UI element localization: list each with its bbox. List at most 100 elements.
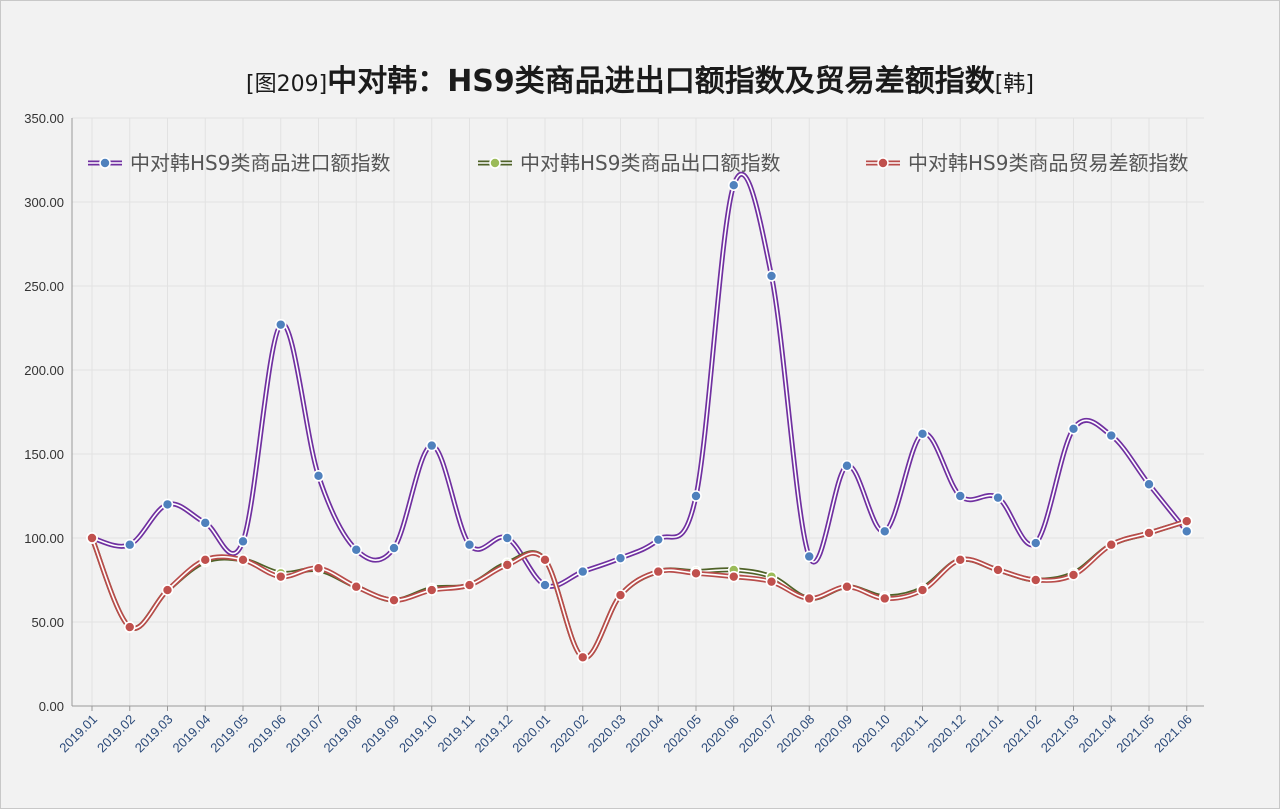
y-tick-label: 100.00 (24, 531, 64, 546)
x-tick-label: 2019.07 (283, 712, 327, 756)
x-tick-label: 2021.06 (1151, 712, 1195, 756)
data-point-import-index (992, 491, 1004, 504)
legend: 中对韩HS9类商品进口额指数 中对韩HS9类商品出口额指数 中对韩HS9类商品贸易差… (88, 151, 1188, 175)
x-tick-label: 2020.02 (547, 712, 591, 756)
x-tick-label: 2019.03 (132, 712, 176, 756)
x-tick-label: 2019.10 (396, 712, 440, 756)
data-point-import-index (765, 270, 778, 282)
x-tick-label: 2019.11 (434, 712, 477, 755)
series-line-highlight-balance-index (91, 520, 1188, 659)
x-tick-label: 2019.09 (358, 712, 402, 756)
y-tick-label: 200.00 (24, 363, 64, 378)
data-point-balance-index (1143, 527, 1155, 539)
data-point-balance-index (199, 554, 212, 566)
data-point-balance-index (841, 580, 853, 593)
data-point-import-index (463, 538, 476, 551)
data-point-balance-index (86, 532, 98, 544)
legend-label-balance-index: 中对韩HS9类商品贸易差额指数 (908, 151, 1188, 175)
data-point-balance-index (992, 564, 1004, 576)
title-main: 中对韩：HS9类商品进出口额指数及贸易差额指数 (327, 64, 995, 99)
data-point-import-index (1105, 429, 1118, 442)
series-lines (89, 171, 1190, 660)
data-point-import-index (388, 542, 400, 554)
data-point-balance-index (652, 565, 665, 578)
data-point-import-index (690, 490, 702, 502)
data-point-import-index (312, 470, 325, 482)
data-point-import-index (954, 490, 967, 502)
data-point-import-index (237, 535, 249, 548)
x-tick-label: 2019.05 (207, 712, 251, 756)
series-line-balance-index (89, 518, 1190, 660)
data-point-balance-index (425, 584, 438, 596)
grid-lines (72, 117, 1204, 706)
data-point-import-index (1067, 422, 1080, 435)
x-tick-label: 2021.01 (962, 712, 1006, 756)
y-tick-label: 0.00 (39, 699, 64, 714)
data-point-balance-index (765, 575, 778, 588)
series-line-highlight-export-index (91, 520, 1188, 659)
data-point-balance-index (237, 554, 249, 566)
data-point-balance-index (1029, 574, 1042, 586)
data-point-import-index (274, 318, 287, 331)
legend-marker-balance-index (877, 157, 889, 169)
data-point-import-index (1143, 478, 1155, 491)
x-tick-label: 2019.01 (56, 712, 100, 756)
series-line-import-index (89, 171, 1190, 589)
data-point-balance-index (123, 621, 136, 633)
data-point-import-index (1029, 537, 1042, 549)
x-tick-label: 2020.09 (811, 712, 855, 756)
x-tick-label: 2019.06 (245, 712, 289, 756)
data-point-balance-index (727, 570, 740, 583)
x-tick-label: 2020.12 (925, 712, 969, 756)
data-point-balance-index (388, 594, 400, 606)
data-point-import-index (841, 459, 853, 472)
y-tick-label: 350.00 (24, 111, 64, 126)
data-point-balance-index (878, 592, 891, 605)
data-point-import-index (425, 439, 438, 452)
legend-marker-import-index (99, 157, 111, 169)
x-tick-label: 2019.08 (321, 712, 365, 756)
data-point-import-index (350, 543, 363, 556)
data-point-balance-index (803, 592, 816, 605)
x-tick-label: 2019.12 (472, 712, 516, 756)
data-point-balance-index (274, 570, 287, 583)
chart-title: [图209]中对韩：HS9类商品进出口额指数及贸易差额指数[韩] (0, 56, 1280, 100)
data-point-import-index (652, 533, 665, 546)
x-tick-label: 2021.03 (1038, 712, 1082, 756)
data-point-balance-index (916, 584, 929, 596)
data-point-balance-index (1067, 569, 1080, 581)
data-point-balance-index (614, 589, 627, 601)
x-tick-label: 2020.10 (849, 712, 893, 756)
title-suffix: [韩] (994, 72, 1034, 97)
series-line-highlight-import-index (91, 173, 1188, 588)
data-point-balance-index (954, 554, 967, 566)
data-point-balance-index (350, 580, 363, 593)
x-tick-label: 2020.08 (774, 712, 818, 756)
data-point-balance-index (690, 567, 702, 580)
data-point-import-index (199, 517, 212, 529)
x-tick-label: 2021.02 (1000, 712, 1044, 756)
x-tick-label: 2019.04 (170, 712, 214, 756)
x-tick-label: 2020.01 (509, 712, 553, 756)
data-point-import-index (727, 179, 740, 191)
title-prefix: [图209] (246, 72, 328, 97)
data-point-import-index (1180, 525, 1193, 538)
legend-label-export-index: 中对韩HS9类商品出口额指数 (520, 151, 780, 175)
data-point-import-index (614, 552, 627, 564)
y-tick-label: 150.00 (24, 447, 64, 462)
y-tick-label: 250.00 (24, 279, 64, 294)
data-point-import-index (803, 550, 816, 563)
data-point-balance-index (501, 559, 514, 571)
legend-marker-export-index (489, 157, 501, 169)
data-point-import-index (576, 565, 589, 578)
x-tick-label: 2020.05 (660, 712, 704, 756)
y-tick-label: 300.00 (24, 195, 64, 210)
x-tick-label: 2020.07 (736, 712, 780, 756)
data-point-balance-index (463, 579, 476, 591)
data-point-balance-index (1105, 538, 1118, 551)
data-point-balance-index (576, 651, 589, 664)
x-tick-label: 2021.05 (1113, 712, 1157, 756)
data-point-balance-index (1180, 515, 1193, 528)
x-tick-label: 2020.11 (887, 712, 930, 755)
